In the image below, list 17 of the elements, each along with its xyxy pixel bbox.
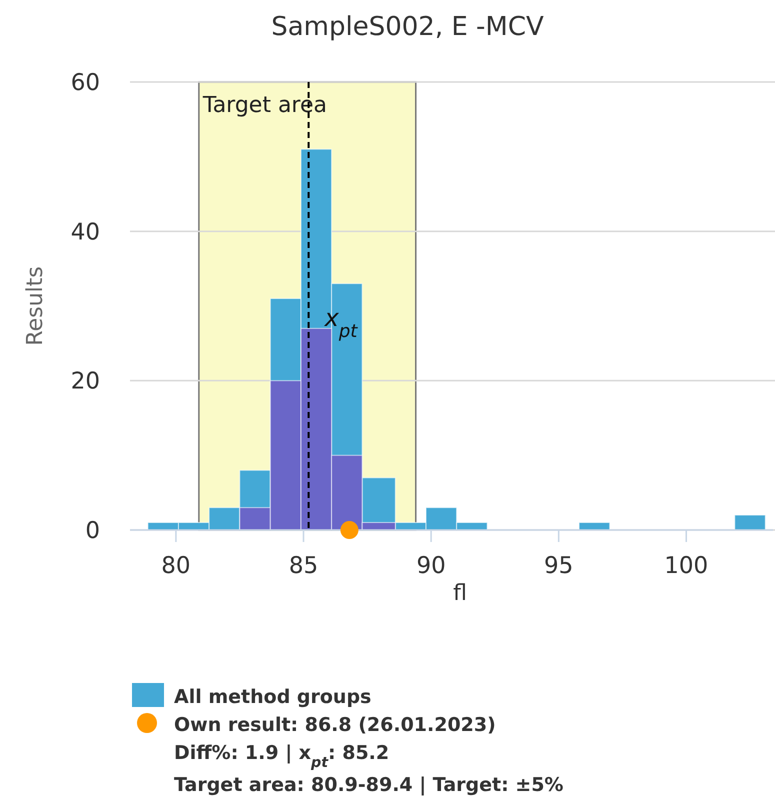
x-tick-label: 80 [161, 553, 191, 579]
x-tick-label: 95 [544, 553, 574, 579]
x-tick-label: 100 [664, 553, 708, 579]
x-axis-title: fl [453, 581, 467, 606]
y-tick-label: 0 [85, 518, 100, 544]
x-tick-label: 85 [288, 553, 318, 579]
x-tick-label: 90 [416, 553, 446, 579]
band-label: Target area [202, 93, 328, 118]
legend-label: All method groups [174, 686, 372, 708]
legend-label: Own result: 86.8 (26.01.2023) [174, 714, 496, 736]
text: Target area: 80.9-89.4 | Target: ±5% [174, 774, 564, 796]
y-tick-label: 60 [70, 70, 100, 96]
chart-title: SampleS002, E -MCV [271, 12, 544, 42]
y-tick-label: 40 [70, 219, 100, 246]
y-axis-title: Results [23, 266, 48, 346]
y-tick-label: 20 [70, 368, 100, 395]
text: Diff%: 1.9 | x$_{pt}$: 85.2 [174, 742, 390, 771]
